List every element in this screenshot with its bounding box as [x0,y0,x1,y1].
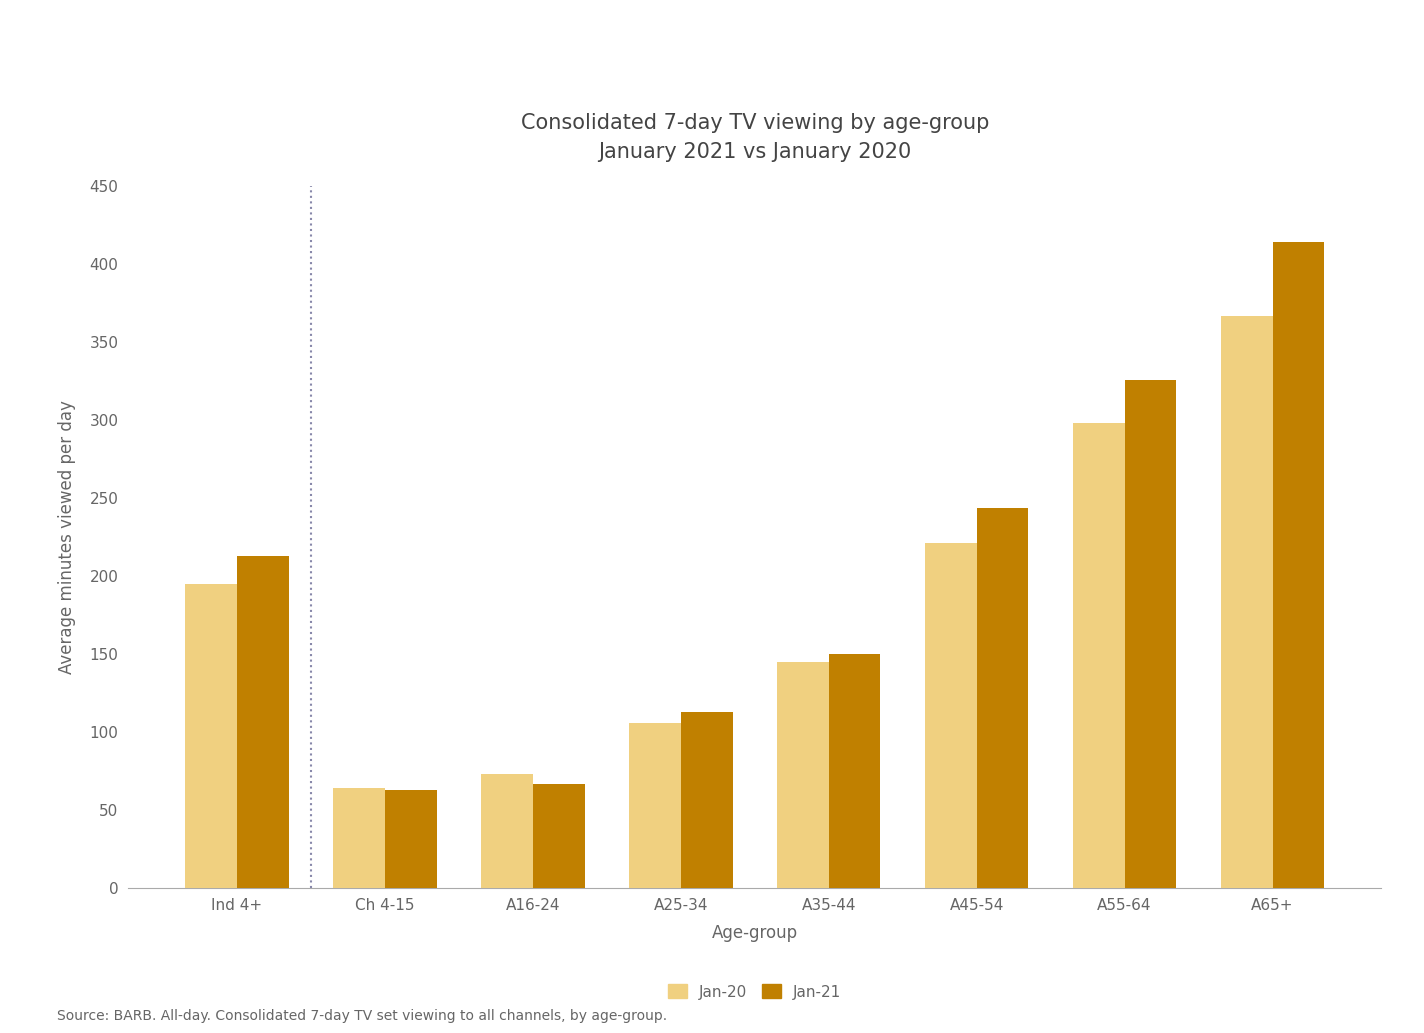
Bar [1220,315,1273,888]
Bar [384,790,437,888]
Bar [924,543,977,888]
Bar [1072,424,1125,888]
Bar [629,723,681,888]
Bar [829,654,880,888]
Y-axis label: Average minutes viewed per day: Average minutes viewed per day [57,400,75,675]
Bar [236,556,289,888]
Bar [1273,242,1324,888]
Bar [333,788,384,888]
Text: Source: BARB. All-day. Consolidated 7-day TV set viewing to all channels, by age: Source: BARB. All-day. Consolidated 7-da… [57,1008,666,1023]
Legend: Jan-20, Jan-21: Jan-20, Jan-21 [661,977,849,1007]
Bar [185,584,236,888]
Bar [1125,379,1176,888]
Bar [681,712,732,888]
Bar [977,507,1028,888]
Bar [481,775,533,888]
Title: Consolidated 7-day TV viewing by age-group
January 2021 vs January 2020: Consolidated 7-day TV viewing by age-gro… [521,113,988,162]
Bar [533,784,585,888]
X-axis label: Age-group: Age-group [712,925,797,942]
Bar [778,662,829,888]
